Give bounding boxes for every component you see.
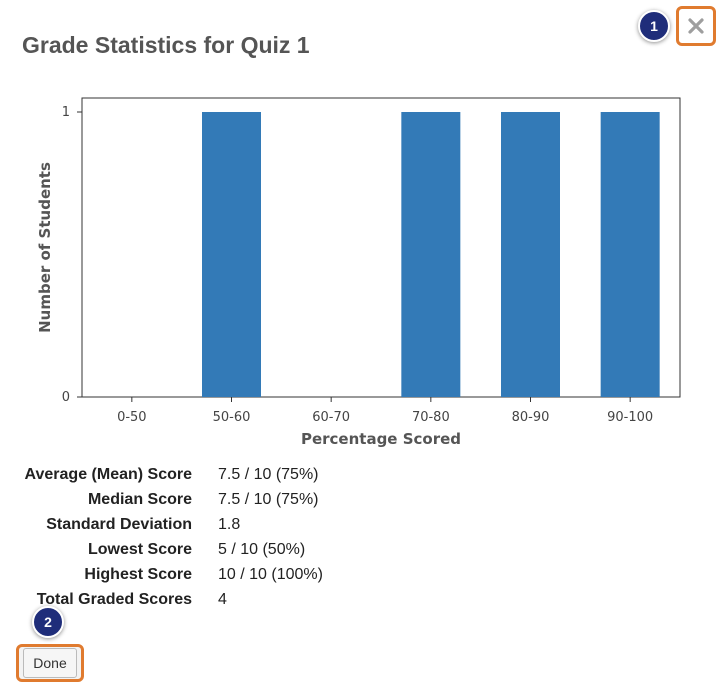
stat-value: 5 / 10 (50%) (218, 540, 306, 558)
stats-row: Total Graded Scores 4 (20, 587, 323, 612)
stat-value: 10 / 10 (100%) (218, 565, 323, 583)
stats-row: Standard Deviation 1.8 (20, 512, 323, 537)
stat-value: 1.8 (218, 515, 241, 533)
stats-row: Lowest Score 5 / 10 (50%) (20, 537, 323, 562)
stat-label: Median Score (87, 490, 192, 508)
stat-label: Total Graded Scores (36, 590, 192, 608)
callout-badge-2: 2 (32, 606, 64, 638)
stat-value: 7.5 / 10 (75%) (218, 490, 319, 508)
x-axis-label: Percentage Scored (301, 430, 461, 448)
y-tick-label: 1 (62, 105, 70, 120)
bar (202, 112, 261, 397)
done-button[interactable]: Done (16, 644, 84, 682)
bar (600, 112, 660, 397)
callout-badge-1: 1 (638, 10, 670, 42)
stat-label: Standard Deviation (46, 515, 192, 533)
done-button-label: Done (23, 648, 77, 678)
x-tick-label: 70-80 (412, 410, 450, 425)
y-axis-label: Number of Students (36, 162, 54, 333)
stat-value: 4 (218, 590, 227, 608)
dialog-title: Grade Statistics for Quiz 1 (22, 32, 310, 58)
stat-label: Lowest Score (87, 540, 192, 558)
stats-row: Average (Mean) Score 7.5 / 10 (75%) (20, 462, 323, 487)
y-tick-label: 0 (62, 390, 70, 405)
x-tick-label: 50-60 (213, 410, 251, 425)
x-tick-label: 80-90 (512, 410, 550, 425)
x-tick-label: 90-100 (607, 410, 653, 425)
bar (401, 112, 461, 397)
close-icon (687, 17, 705, 35)
score-statistics-table: Average (Mean) Score 7.5 / 10 (75%) Median… (20, 462, 323, 612)
stat-label: Average (Mean) Score (24, 465, 192, 483)
close-button[interactable] (676, 6, 716, 46)
x-tick-label: 60-70 (312, 410, 350, 425)
stat-value: 7.5 / 10 (75%) (218, 465, 319, 483)
stats-row: Highest Score 10 / 10 (100%) (20, 562, 323, 587)
stats-row: Median Score 7.5 / 10 (75%) (20, 487, 323, 512)
stat-label: Highest Score (84, 565, 192, 583)
plot-area (81, 97, 681, 398)
bar (501, 112, 560, 397)
x-tick-label: 0-50 (117, 410, 147, 425)
score-distribution-chart: 0-50 50-60 60-70 70-80 80-90 90-100 0 1 Percenta… (36, 97, 681, 448)
